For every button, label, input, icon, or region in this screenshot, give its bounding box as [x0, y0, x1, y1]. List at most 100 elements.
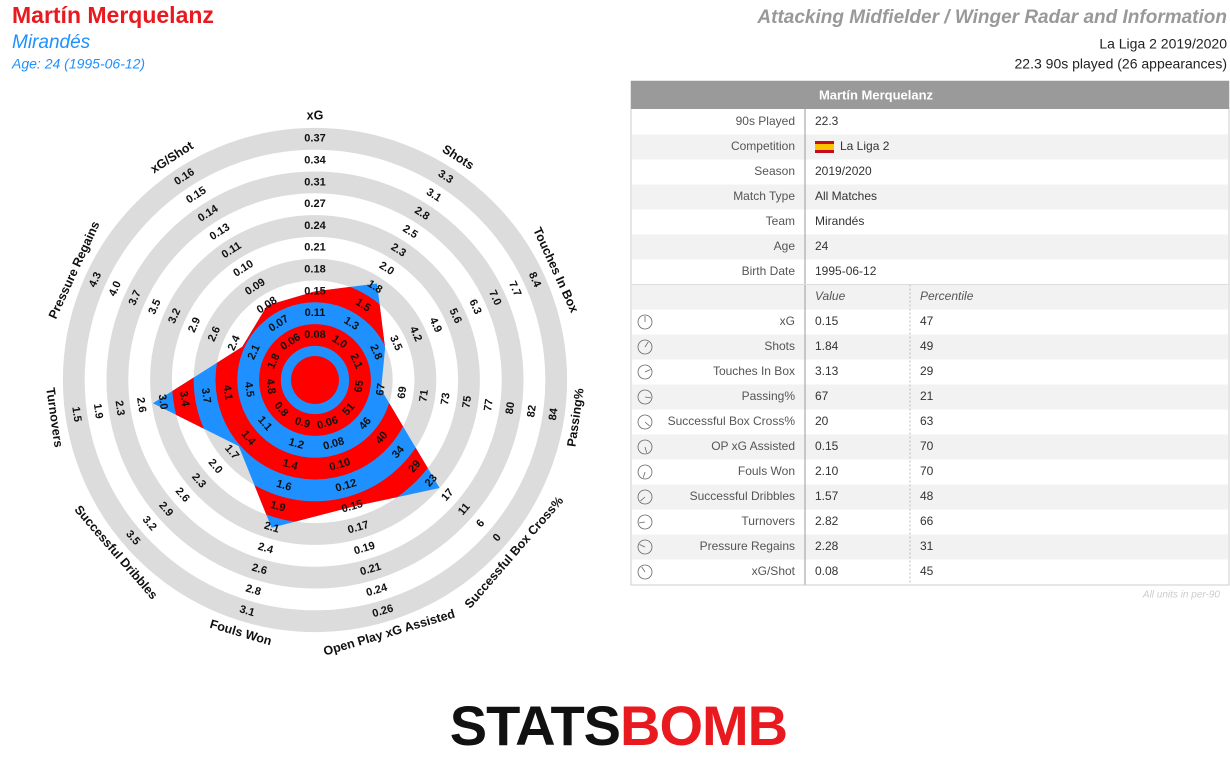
tick-label: 2.8 [244, 583, 262, 599]
stat-icon [637, 314, 653, 330]
tick-label: 5.6 [447, 307, 464, 326]
tick-label: 4.8 [264, 378, 278, 395]
stat-icon-hand [644, 396, 651, 399]
tick-label: 0.12 [334, 477, 358, 495]
tick-label: 73 [439, 392, 453, 406]
row-label: Age [774, 239, 796, 253]
stat-percentile: 31 [920, 539, 934, 553]
tick-label: 0.11 [305, 307, 326, 319]
stat-percentile: 21 [920, 389, 934, 403]
stat-label: Pressure Regains [700, 539, 795, 553]
stat-value: 0.15 [815, 439, 839, 453]
stat-icon [637, 414, 653, 430]
stat-label: Passing% [742, 389, 796, 403]
tick-label: 3.1 [424, 186, 443, 204]
stat-percentile: 49 [920, 339, 934, 353]
tick-label: 0.08 [304, 329, 325, 341]
stat-icon [637, 464, 653, 480]
tick-label: 0.24 [304, 220, 326, 232]
tick-label: 3.7 [199, 387, 213, 404]
tick-label: 6.3 [466, 297, 483, 316]
competition: La Liga 2 2019/2020 [1099, 36, 1227, 52]
tick-label: 3.4 [177, 390, 191, 408]
column-header: Value [815, 289, 846, 303]
tick-label: 3.2 [140, 514, 159, 533]
tick-label: 0.26 [371, 603, 395, 621]
tick-label: 3.5 [146, 297, 163, 316]
stat-percentile: 70 [920, 439, 934, 453]
row-value: 2019/2020 [815, 164, 872, 178]
logo-bomb: BOMB [620, 694, 787, 757]
row-shade [632, 334, 1228, 360]
ring [150, 215, 480, 545]
tick-label: 1.8 [265, 352, 282, 371]
stat-percentile: 63 [920, 414, 934, 428]
tick-label: 6 [474, 517, 487, 529]
tick-label: 3.5 [387, 334, 404, 353]
tick-label: 0.17 [346, 519, 370, 537]
tick-label: 2.6 [250, 562, 268, 578]
tick-label: 71 [417, 389, 431, 403]
tick-label: 4.9 [427, 316, 444, 335]
stat-value: 0.15 [815, 314, 839, 328]
tick-label: 2.6 [134, 397, 148, 414]
column-header: Percentile [920, 289, 974, 303]
tick-label: 0.21 [304, 242, 325, 254]
row-shade [632, 234, 1228, 260]
tick-label: 0.21 [359, 561, 383, 579]
stat-icon [637, 539, 653, 555]
player-name: Martín Merquelanz [12, 2, 214, 28]
stat-icon [637, 514, 653, 530]
tick-label: 84 [547, 407, 561, 422]
stat-value: 1.84 [815, 339, 839, 353]
tick-label: 2.6 [206, 325, 223, 344]
tick-label: 0.06 [316, 414, 340, 432]
stat-icon-hand [644, 421, 650, 427]
stat-value: 2.28 [815, 539, 839, 553]
tick-label: 80 [504, 401, 518, 415]
stat-icon-hand [644, 369, 651, 373]
tick-label: 65 [353, 379, 367, 393]
row-label: Team [766, 214, 795, 228]
stat-label: Shots [764, 339, 795, 353]
stat-value: 20 [815, 414, 829, 428]
tick-label: 1.9 [269, 499, 287, 515]
tick-label: 4.1 [220, 384, 234, 401]
tick-label: 4.2 [407, 325, 424, 344]
tick-label: 0.34 [304, 155, 326, 167]
tick-label: 0.08 [322, 435, 346, 453]
stat-icon-hand [639, 544, 646, 548]
tick-label: 2.5 [400, 223, 419, 241]
tick-label: 1.5 [69, 406, 83, 423]
tick-label: 2.0 [206, 457, 225, 476]
tick-label: 67 [374, 383, 388, 397]
shape-band [259, 324, 371, 436]
row-value: 24 [815, 239, 829, 253]
tick-label: 17 [439, 487, 456, 504]
row-label: Match Type [733, 189, 795, 203]
tick-label: 3.0 [156, 393, 170, 410]
row-value: La Liga 2 [840, 139, 890, 153]
row-label: Birth Date [742, 264, 796, 278]
tick-label: 2.4 [256, 541, 275, 557]
stat-label: OP xG Assisted [711, 439, 795, 453]
tick-label: 2.3 [112, 400, 126, 417]
tick-label: 3.7 [127, 288, 144, 307]
tick-label: 0.37 [304, 133, 325, 145]
stat-icon-hand [642, 471, 646, 478]
table-title: Martín Merquelanz [819, 87, 934, 102]
tick-label: 69 [396, 386, 410, 400]
tick-label: 2.8 [367, 343, 384, 362]
stat-icon [637, 389, 653, 405]
tick-label: 0.24 [365, 581, 390, 599]
row-shade [632, 134, 1228, 160]
tick-label: 2.1 [246, 343, 263, 362]
stat-icon-hand [641, 566, 646, 573]
row-shade [632, 284, 1228, 310]
tick-label: 3.1 [238, 603, 256, 619]
stat-value: 3.13 [815, 364, 839, 378]
shape-core [291, 356, 339, 404]
tick-label: 1.4 [281, 457, 300, 473]
tick-label: 0.27 [304, 198, 325, 210]
